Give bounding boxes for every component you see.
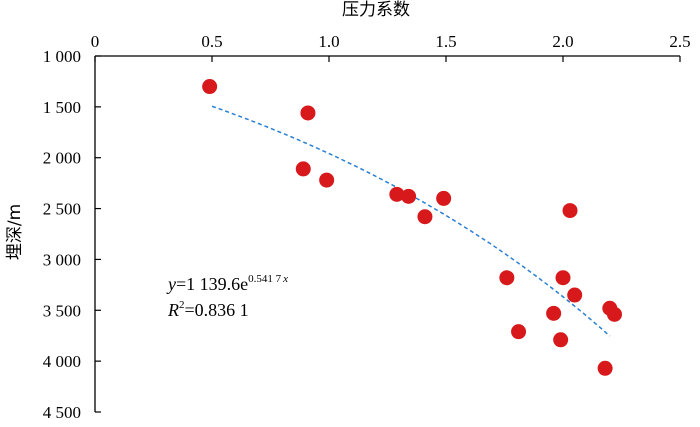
data-point [606, 306, 622, 322]
y-tick-label: 4 500 [43, 403, 81, 422]
x-axis-title: 压力系数 [342, 0, 410, 20]
data-point [295, 161, 311, 177]
data-point [417, 209, 433, 225]
data-point [562, 203, 578, 219]
x-tick-label: 0 [91, 32, 100, 51]
data-point [553, 332, 569, 348]
x-tick-label: 0.5 [201, 32, 222, 51]
data-point [319, 172, 335, 188]
data-point [499, 270, 515, 286]
equation-exponent: 0.541 7 [248, 273, 282, 285]
data-point [511, 324, 527, 340]
r-squared: R2=0.836 1 [167, 299, 249, 320]
equation-y-var: y [166, 274, 176, 294]
x-tick-label: 1.5 [435, 32, 456, 51]
y-tick-label: 2 000 [43, 149, 81, 168]
trendline [211, 105, 611, 337]
data-point [436, 190, 452, 206]
data-point [597, 360, 613, 376]
data-point [567, 287, 583, 303]
r-sup: 2 [179, 299, 185, 311]
y-tick-label: 3 000 [43, 250, 81, 269]
x-tick-label: 1.0 [318, 32, 339, 51]
y-tick-label: 2 500 [43, 200, 81, 219]
x-tick-label: 2.0 [552, 32, 573, 51]
data-point [555, 270, 571, 286]
data-point [202, 79, 218, 95]
y-axis-title: 埋深/m [5, 204, 25, 260]
x-axis-ticks: 0 0.5 1.0 1.5 2.0 2.5 [91, 32, 691, 62]
data-point [401, 188, 417, 204]
y-axis-ticks: 1 000 1 500 2 000 2 500 3 000 3 500 4 000 4 500 [43, 47, 101, 422]
data-points [202, 79, 622, 376]
y-tick-label: 4 000 [43, 352, 81, 371]
equation-exponent-x: x [282, 273, 288, 285]
y-tick-label: 1 500 [43, 98, 81, 117]
data-point [300, 105, 316, 121]
r-var: R [167, 300, 179, 320]
x-tick-label: 2.5 [669, 32, 690, 51]
r-value: =0.836 1 [185, 300, 249, 320]
equation-body: =1 139.6e [176, 274, 248, 294]
data-point [546, 305, 562, 321]
data-point [389, 186, 405, 202]
y-tick-label: 1 000 [43, 47, 81, 66]
y-tick-label: 3 500 [43, 301, 81, 320]
